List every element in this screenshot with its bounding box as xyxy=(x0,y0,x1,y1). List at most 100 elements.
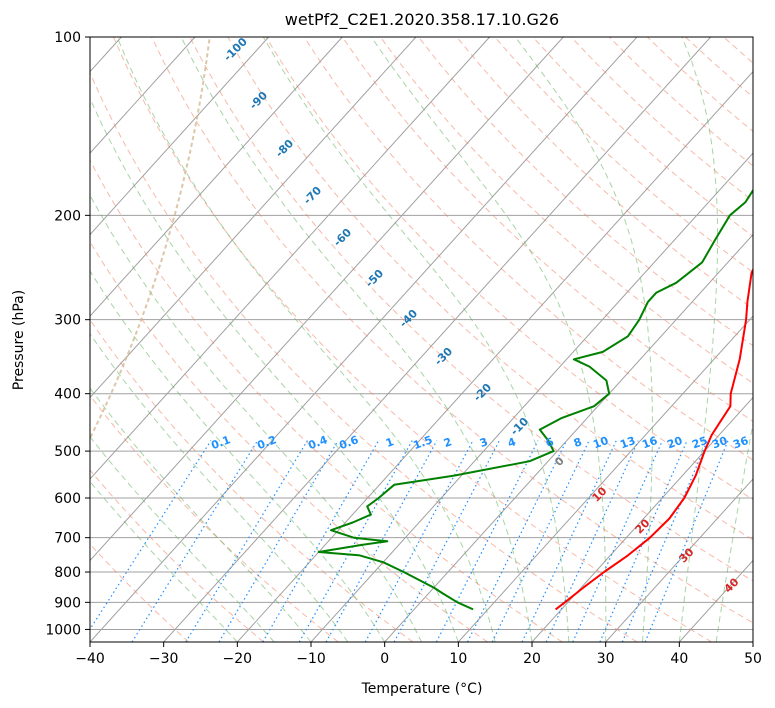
isotherm-line xyxy=(752,641,753,642)
dry-adiabat-label: -60 xyxy=(331,226,354,249)
x-axis: −40 −30 −20 −10 0 10 20 30 40 50 xyxy=(75,642,762,667)
dry-adiabat xyxy=(265,37,753,501)
mixing-ratio-line xyxy=(644,440,729,642)
lcl-curves xyxy=(90,37,211,441)
mixing-ratio-label: 8 xyxy=(572,435,584,450)
isotherm-line xyxy=(310,152,753,642)
lcl-curve xyxy=(90,37,211,441)
moist-adiabat xyxy=(90,194,422,642)
x-tick-label: −30 xyxy=(149,651,179,667)
isotherm-line xyxy=(605,478,753,642)
mixing-ratio-label: 1 xyxy=(384,435,396,450)
dry-adiabat xyxy=(90,240,488,642)
mixing-ratio-label: 0.6 xyxy=(337,433,360,452)
dry-adiabat-label: -80 xyxy=(273,137,296,160)
isotherm-line xyxy=(90,37,343,317)
x-tick-label: −20 xyxy=(223,651,253,667)
mixing-ratio-line xyxy=(131,440,259,642)
mixing-ratio-line xyxy=(599,440,688,642)
y-tick-label: 900 xyxy=(54,595,81,611)
mixing-ratio-line xyxy=(466,440,568,642)
x-axis-label: Temperature (°C) xyxy=(361,681,483,697)
dry-adiabat xyxy=(494,37,753,273)
isotherm-line xyxy=(236,70,753,642)
moist-adiabat xyxy=(90,270,386,642)
moist-adiabat xyxy=(180,37,533,642)
mixing-ratio-label: 1.5 xyxy=(411,433,434,452)
mixing-ratio-label: 16 xyxy=(640,434,659,452)
mixing-ratio-label: 36 xyxy=(731,434,750,452)
isotherm-line xyxy=(90,37,564,562)
mixing-ratio-label: 3 xyxy=(478,435,490,450)
mixing-ratio-line xyxy=(218,440,339,642)
dry-adiabat xyxy=(90,159,563,642)
mixing-ratio-line xyxy=(364,440,474,642)
mixing-ratio-label: 20 xyxy=(665,434,684,452)
y-axis-label: Pressure (hPa) xyxy=(11,290,27,390)
isotherm-line xyxy=(678,559,753,642)
y-tick-label: 400 xyxy=(54,387,81,403)
mixing-ratio-line xyxy=(393,440,500,642)
dry-adiabat xyxy=(90,71,638,642)
y-tick-label: 700 xyxy=(54,531,81,547)
mixing-ratio-line xyxy=(185,440,308,642)
dry-adiabats xyxy=(90,37,753,642)
y-tick-label: 300 xyxy=(54,313,81,329)
y-tick-label: 1000 xyxy=(45,622,81,638)
y-tick-label: 200 xyxy=(54,208,81,224)
dry-adiabat xyxy=(418,37,753,347)
dry-adiabat-label: 10 xyxy=(590,484,610,504)
dry-adiabat xyxy=(90,394,339,642)
mixing-ratio-line xyxy=(621,440,708,642)
dry-adiabat xyxy=(456,37,753,310)
moist-adiabat xyxy=(90,96,459,642)
isotherm-line xyxy=(90,37,417,399)
mixing-ratio-line xyxy=(298,440,413,642)
sounding-profiles xyxy=(317,188,753,611)
mixing-ratio-label: 13 xyxy=(618,434,637,451)
dry-adiabat-label: -10 xyxy=(508,415,531,438)
isotherm-line xyxy=(163,37,712,642)
isotherm-line xyxy=(90,37,196,154)
dewpoint-profile xyxy=(317,188,753,611)
x-tick-label: 10 xyxy=(449,651,467,667)
moist-adiabat xyxy=(715,420,753,642)
mixing-ratio-line xyxy=(435,440,539,642)
dry-adiabat xyxy=(90,543,190,642)
dry-adiabat xyxy=(90,469,264,642)
mixing-ratio-line xyxy=(545,440,639,642)
dry-adiabat-label: -100 xyxy=(221,35,250,64)
moist-adiabat xyxy=(370,37,607,642)
mixing-ratio-label: 30 xyxy=(710,434,729,452)
x-tick-label: −10 xyxy=(296,651,326,667)
moist-adiabat xyxy=(116,37,496,642)
y-tick-label: 800 xyxy=(54,565,81,581)
x-tick-label: 0 xyxy=(380,651,389,667)
mixing-ratio-lines xyxy=(90,440,729,642)
dry-adiabat-label: -90 xyxy=(247,89,270,112)
x-tick-label: 20 xyxy=(523,651,541,667)
isotherm-line xyxy=(90,37,491,480)
moist-adiabat xyxy=(90,480,238,642)
dry-adiabat xyxy=(151,37,753,624)
x-tick-label: 50 xyxy=(744,651,762,667)
dry-adiabat xyxy=(113,37,712,642)
y-tick-label: 600 xyxy=(54,491,81,507)
mixing-ratio-line xyxy=(572,440,663,642)
moist-adiabat xyxy=(90,332,349,642)
chart-title: wetPf2_C2E1.2020.358.17.10.G26 xyxy=(285,10,559,30)
dry-adiabat xyxy=(646,37,753,132)
dry-adiabat xyxy=(532,37,753,238)
dry-adiabat-label: -70 xyxy=(301,184,324,207)
dry-adiabat xyxy=(90,318,414,642)
temperature-profile xyxy=(554,267,753,611)
mixing-ratio-label: 25 xyxy=(690,434,709,451)
moist-adiabat xyxy=(514,37,653,642)
mixing-ratio-label: 10 xyxy=(591,434,610,452)
x-tick-label: 30 xyxy=(597,651,615,667)
mixing-ratio-line xyxy=(521,440,617,642)
y-tick-label: 500 xyxy=(54,444,81,460)
mixing-ratio-line xyxy=(262,440,380,642)
isotherm-line xyxy=(457,315,753,642)
